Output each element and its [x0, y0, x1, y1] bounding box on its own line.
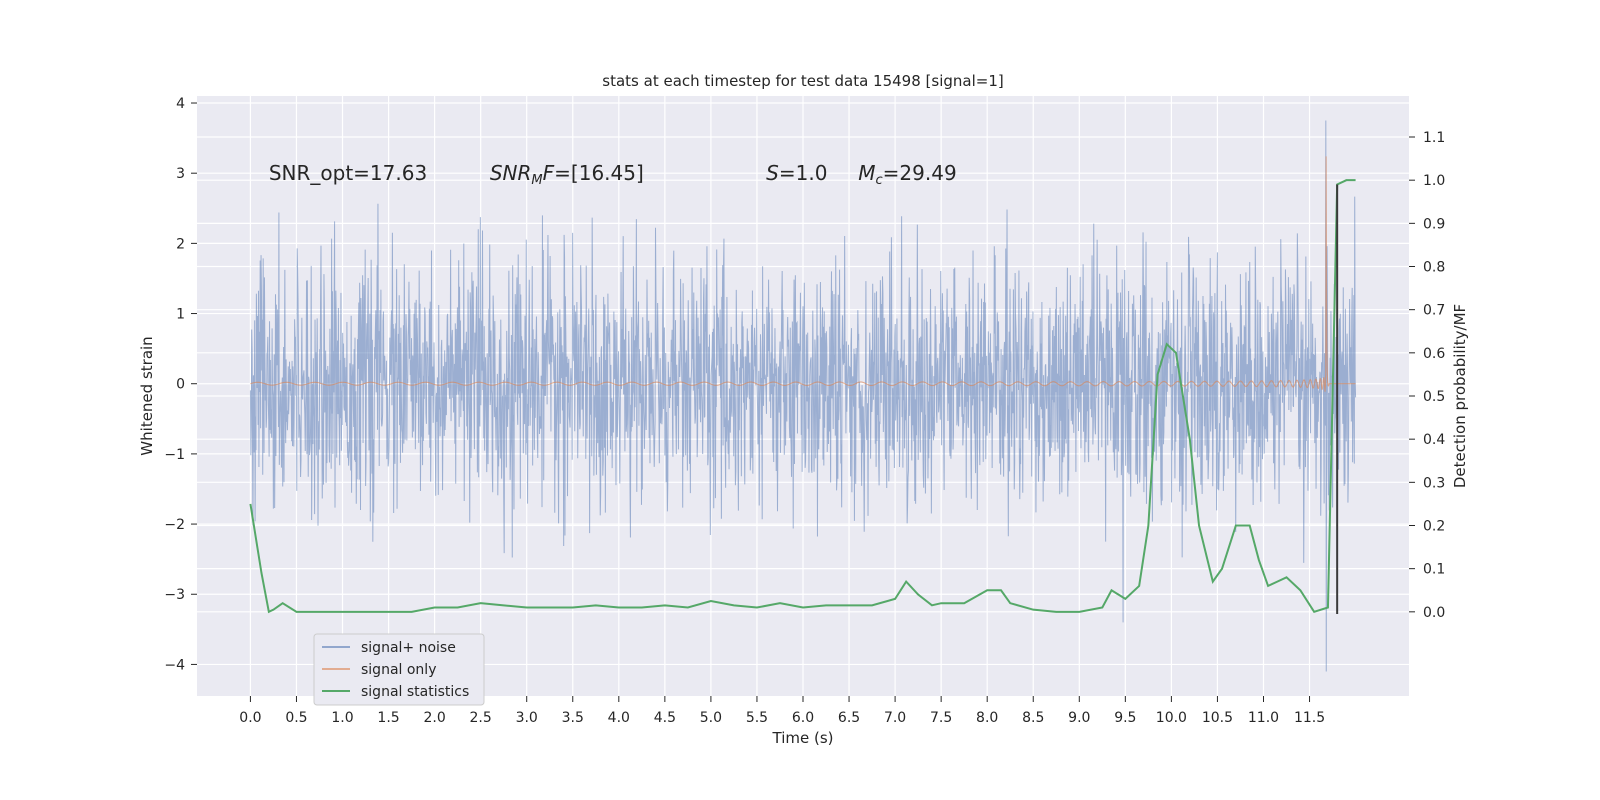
- x-ticks: 0.0 0.5 1.0 1.5 2.0 2.5 3.0 3.5 4.0 4.5 5.0 5.5 6.0 6…: [239, 696, 1325, 726]
- x-tick-label: 4.5: [654, 710, 676, 726]
- x-tick-label: 2.0: [423, 710, 445, 726]
- legend-label-signal: signal only: [361, 662, 436, 678]
- x-tick-label: 1.5: [377, 710, 399, 726]
- series-line-signal-only: [250, 156, 1356, 392]
- annotations: SNR_opt=17.63 SNRMF=[16.45] S=1.0 Mc=29.49: [269, 161, 957, 188]
- x-tick-label: 5.0: [700, 710, 722, 726]
- legend-box: [313, 633, 485, 706]
- y-tick-label-left: 1: [176, 307, 185, 323]
- y-tick-label-right: 0.4: [1423, 432, 1445, 448]
- y-ticks-left: −4 −3 −2 −1 0 1 2 3 4: [164, 96, 197, 673]
- x-tick-label: 5.5: [746, 710, 768, 726]
- x-tick-label: 6.0: [792, 710, 814, 726]
- x-tick-label: 0.5: [285, 710, 307, 726]
- y-tick-label-right: 1.0: [1423, 173, 1445, 189]
- y-tick-label-right: 0.5: [1423, 389, 1445, 405]
- legend-label-stats: signal statistics: [361, 684, 469, 700]
- annotation-3: Mc=29.49: [858, 161, 956, 188]
- series-line-signal-statistics: [249, 179, 1356, 614]
- y-tick-label-right: 0.6: [1423, 346, 1445, 362]
- series-group: [249, 120, 1357, 672]
- y-tick-label-left: 2: [176, 236, 185, 252]
- x-tick-label: 3.0: [516, 710, 538, 726]
- x-tick-label: 11.5: [1294, 710, 1325, 726]
- y-tick-label-left: 3: [176, 166, 185, 182]
- x-tick-label: 9.0: [1068, 710, 1090, 726]
- x-tick-label: 9.5: [1114, 710, 1136, 726]
- y-tick-label-right: 0.2: [1423, 518, 1445, 534]
- y-tick-label-right: 0.0: [1423, 605, 1445, 621]
- x-tick-label: 2.5: [470, 710, 492, 726]
- x-tick-label: 10.0: [1156, 710, 1187, 726]
- y-tick-label-right: 1.1: [1423, 130, 1445, 146]
- chart-title: stats at each timestep for test data 154…: [602, 72, 1003, 90]
- y-axis-label-right: Detection probability/MF: [1451, 304, 1469, 488]
- y-tick-label-right: 0.7: [1423, 303, 1445, 319]
- y-tick-label-left: −4: [164, 657, 185, 673]
- y-tick-label-left: −1: [164, 447, 185, 463]
- y-tick-label-left: −3: [164, 587, 185, 603]
- y-tick-label-left: 0: [176, 377, 185, 393]
- y-tick-label-right: 0.1: [1423, 562, 1445, 578]
- x-tick-label: 8.0: [976, 710, 998, 726]
- annotation-0: SNR_opt=17.63: [269, 161, 427, 185]
- x-tick-label: 6.5: [838, 710, 860, 726]
- y-axis-label-left: Whitened strain: [138, 336, 156, 455]
- y-tick-label-right: 0.8: [1423, 260, 1445, 276]
- x-tick-label: 0.0: [239, 710, 261, 726]
- legend-label-noise: signal+ noise: [361, 640, 456, 656]
- y-tick-label-left: −2: [164, 517, 185, 533]
- x-tick-label: 8.5: [1022, 710, 1044, 726]
- x-axis-label: Time (s): [772, 729, 834, 747]
- x-tick-label: 1.0: [331, 710, 353, 726]
- x-tick-label: 10.5: [1202, 710, 1233, 726]
- x-tick-label: 3.5: [562, 710, 584, 726]
- x-tick-label: 7.0: [884, 710, 906, 726]
- series-line-signal-noise: [249, 120, 1357, 672]
- y-ticks-right: 0.0 0.1 0.2 0.3 0.4 0.5 0.6 0.7 0.8 0.9 1.0 1.1: [1409, 130, 1445, 621]
- legend: signal+ noise signal only signal statist…: [313, 633, 485, 706]
- x-tick-label: 4.0: [608, 710, 630, 726]
- x-tick-label: 11.0: [1248, 710, 1279, 726]
- y-tick-label-right: 0.9: [1423, 216, 1445, 232]
- y-tick-label-right: 0.3: [1423, 475, 1445, 491]
- annotation-1: SNRMF=[16.45]: [490, 161, 644, 188]
- y-tick-label-left: 4: [176, 96, 185, 112]
- x-tick-label: 7.5: [930, 710, 952, 726]
- annotation-2: S=1.0: [766, 161, 827, 185]
